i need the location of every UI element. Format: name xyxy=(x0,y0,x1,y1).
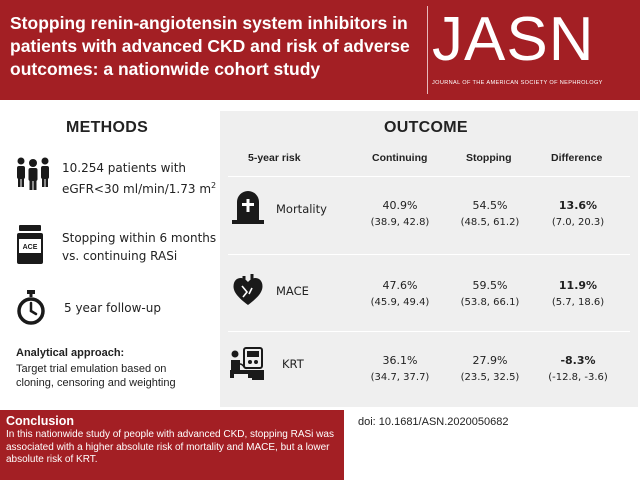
col-header-difference: Difference xyxy=(551,152,603,164)
krt-continuing-ci: (34.7, 37.7) xyxy=(370,372,430,383)
cell-mace-difference: 11.9% (5.7, 18.6) xyxy=(538,278,618,311)
row-separator xyxy=(228,331,630,332)
analytical-approach-title: Analytical approach: xyxy=(16,347,125,359)
people-group-icon xyxy=(17,157,49,190)
mace-difference-value: 11.9% xyxy=(558,279,598,292)
mortality-continuing-ci: (38.9, 42.8) xyxy=(370,217,430,228)
header-divider xyxy=(427,6,428,94)
ace-pill-bottle-icon: ACE xyxy=(17,225,43,264)
col-header-continuing: Continuing xyxy=(372,152,428,164)
journal-logo-subtitle: JOURNAL OF THE AMERICAN SOCIETY OF NEPHR… xyxy=(432,80,603,86)
cell-mace-continuing: 47.6% (45.9, 49.4) xyxy=(360,278,440,311)
cell-krt-continuing: 36.1% (34.7, 37.7) xyxy=(360,353,440,386)
outcome-panel xyxy=(220,111,638,407)
row-label-mace: MACE xyxy=(276,284,309,298)
cell-mortality-difference: 13.6% (7.0, 20.3) xyxy=(538,198,618,231)
patients-line2: eGFR<30 ml/min/1.73 m xyxy=(62,182,212,196)
cell-krt-difference: -8.3% (-12.8, -3.6) xyxy=(538,353,618,386)
krt-continuing-value: 36.1% xyxy=(382,354,418,367)
doi-text: doi: 10.1681/ASN.2020050682 xyxy=(358,416,509,428)
mortality-difference-ci: (7.0, 20.3) xyxy=(551,217,605,228)
mortality-stopping-value: 54.5% xyxy=(472,199,508,212)
mortality-stopping-ci: (48.5, 61.2) xyxy=(460,217,520,228)
methods-patients-text: 10.254 patients with eGFR<30 ml/min/1.73… xyxy=(62,159,216,198)
patients-line1: 10.254 patients with xyxy=(62,161,187,175)
mortality-continuing-value: 40.9% xyxy=(382,199,418,212)
cell-mortality-continuing: 40.9% (38.9, 42.8) xyxy=(360,198,440,231)
cell-krt-stopping: 27.9% (23.5, 32.5) xyxy=(450,353,530,386)
mace-stopping-ci: (53.8, 66.1) xyxy=(460,297,520,308)
mace-continuing-ci: (45.9, 49.4) xyxy=(370,297,430,308)
journal-logo: JASN xyxy=(432,5,595,74)
methods-stopping-text: Stopping within 6 months vs. continuing … xyxy=(62,229,216,265)
cell-mace-stopping: 59.5% (53.8, 66.1) xyxy=(450,278,530,311)
row-separator xyxy=(228,176,630,177)
krt-stopping-ci: (23.5, 32.5) xyxy=(460,372,520,383)
ace-label: ACE xyxy=(23,244,38,251)
mace-difference-ci: (5.7, 18.6) xyxy=(551,297,605,308)
stopping-line2: vs. continuing RASi xyxy=(62,249,178,263)
conclusion-box: Conclusion In this nationwide study of p… xyxy=(0,410,344,480)
outcome-heading: OUTCOME xyxy=(384,119,468,136)
cell-mortality-stopping: 54.5% (48.5, 61.2) xyxy=(450,198,530,231)
heart-icon xyxy=(233,274,263,305)
stopping-line1: Stopping within 6 months xyxy=(62,231,217,245)
analytical-approach-body: Target trial emulation based on cloning,… xyxy=(16,363,176,389)
dialysis-machine-icon xyxy=(230,347,264,380)
conclusion-body: In this nationwide study of people with … xyxy=(6,429,334,465)
mace-stopping-value: 59.5% xyxy=(472,279,508,292)
krt-stopping-value: 27.9% xyxy=(472,354,508,367)
study-title: Stopping renin-angiotensin system inhibi… xyxy=(10,13,410,79)
header-banner: Stopping renin-angiotensin system inhibi… xyxy=(0,0,640,100)
row-label-krt: KRT xyxy=(282,357,304,371)
patients-superscript: 2 xyxy=(211,181,217,190)
krt-difference-ci: (-12.8, -3.6) xyxy=(548,372,608,383)
col-header-stopping: Stopping xyxy=(466,152,512,164)
mace-continuing-value: 47.6% xyxy=(382,279,418,292)
tombstone-icon xyxy=(232,191,264,224)
methods-followup-text: 5 year follow-up xyxy=(64,301,161,315)
krt-difference-value: -8.3% xyxy=(560,354,596,367)
stopwatch-icon xyxy=(17,290,45,325)
mortality-difference-value: 13.6% xyxy=(558,199,598,212)
row-label-mortality: Mortality xyxy=(276,202,327,216)
row-separator xyxy=(228,254,630,255)
conclusion-title: Conclusion xyxy=(6,414,75,428)
methods-heading: METHODS xyxy=(66,119,149,136)
col-header-risk: 5-year risk xyxy=(248,152,301,164)
